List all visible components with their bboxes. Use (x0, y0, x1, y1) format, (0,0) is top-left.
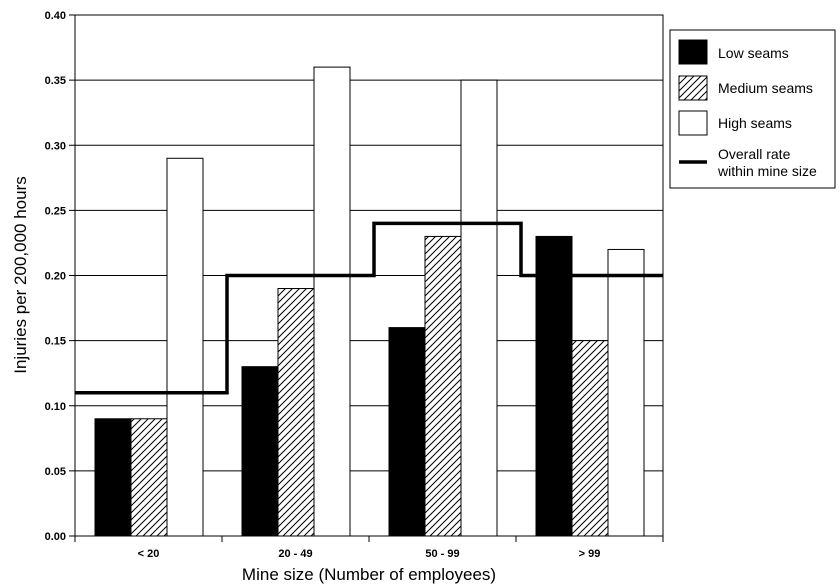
legend-swatch-low-seams (678, 39, 708, 65)
x-axis-title: Mine size (Number of employees) (242, 565, 496, 584)
legend-label-low-seams: Low seams (718, 45, 789, 61)
bar-high-seams (313, 66, 351, 537)
y-tick-label: 0.30 (45, 140, 66, 152)
y-tick-label: 0.10 (45, 401, 66, 413)
legend-label-high-seams: High seams (718, 115, 792, 131)
bar-high-seams (460, 79, 498, 537)
legend-label-overall-rate: Overall rate (718, 146, 791, 162)
bar-low-seams (94, 418, 132, 537)
legend-swatch-high-seams (678, 110, 708, 136)
bars (94, 66, 645, 537)
y-axis: 0.00 0.05 0.10 0.15 0.20 0.25 0.30 0.35 0.40 (45, 10, 75, 543)
x-tick-label: 50 - 99 (425, 548, 459, 560)
legend-swatch-medium-seams (678, 75, 708, 101)
y-tick-label: 0.20 (45, 271, 66, 283)
y-tick-label: 0.25 (45, 205, 66, 217)
legend-label-overall-rate-line2: within mine size (717, 163, 817, 179)
bar-high-seams (607, 248, 645, 537)
overall-rate-line (75, 221, 663, 395)
y-tick-label: 0.00 (45, 531, 66, 543)
bar-medium-seams (424, 235, 462, 537)
bar-medium-seams (130, 418, 168, 537)
x-axis: < 20 20 - 49 50 - 99 > 99 (74, 536, 664, 560)
legend: Low seams Medium seams High seams Overal… (669, 29, 836, 189)
y-tick-label: 0.35 (45, 75, 66, 87)
x-tick-label: < 20 (138, 548, 160, 560)
bar-high-seams (166, 157, 204, 537)
bar-low-seams (388, 327, 426, 537)
y-tick-label: 0.05 (45, 466, 66, 478)
x-tick-label: > 99 (579, 548, 601, 560)
bar-medium-seams (571, 340, 609, 537)
legend-label-medium-seams: Medium seams (718, 80, 813, 96)
y-tick-label: 0.40 (45, 10, 66, 22)
y-axis-title: Injuries per 200,000 hours (11, 176, 30, 374)
y-tick-label: 0.15 (45, 336, 66, 348)
bar-low-seams (535, 235, 573, 537)
bar-medium-seams (277, 288, 315, 537)
bar-low-seams (241, 366, 279, 537)
x-tick-label: 20 - 49 (278, 548, 312, 560)
overall-rate-line-group (75, 221, 663, 395)
